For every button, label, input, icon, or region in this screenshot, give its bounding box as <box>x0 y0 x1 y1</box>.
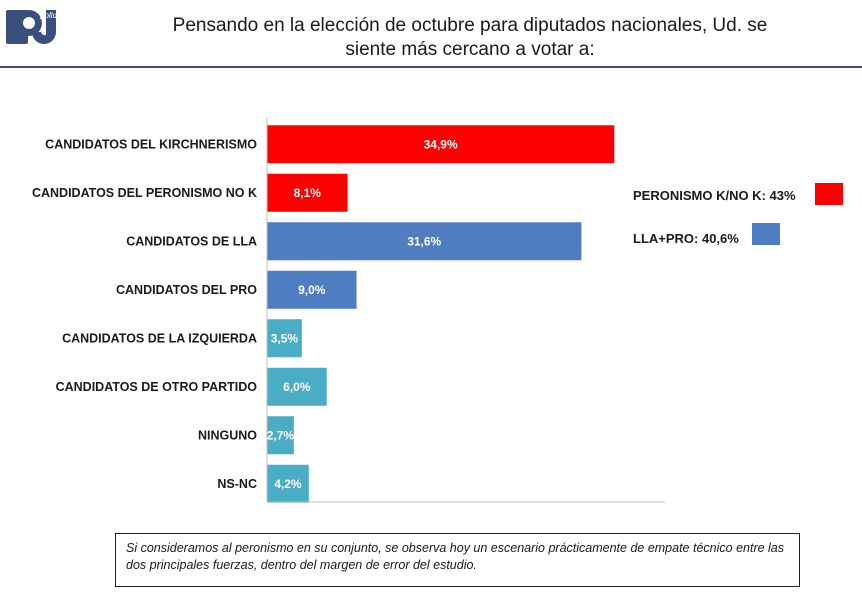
bar <box>267 270 357 309</box>
category-label: CANDIDATOS DE LA IZQUIERDA <box>62 331 257 345</box>
bar <box>267 125 615 164</box>
category-label: CANDIDATOS DE OTRO PARTIDO <box>56 380 258 394</box>
logo-d-shape <box>32 10 56 44</box>
category-label: CANDIDATOS DEL PERONISMO NO K <box>32 186 257 200</box>
legend-swatch-lla-pro <box>752 223 780 245</box>
bars-layer: CANDIDATOS DEL KIRCHNERISMO 34,9% CANDIDAT… <box>32 125 615 503</box>
bar <box>267 416 294 455</box>
bar-value-label: 34,9% <box>424 137 458 151</box>
bar-value-label: 2,7% <box>267 428 295 442</box>
title-line-2: siente más cercano a votar a: <box>345 39 595 60</box>
logo-text: polldata <box>39 11 69 20</box>
title-line-1: Pensando en la elección de octubre para … <box>172 15 768 36</box>
legend-label-lla-pro: LLA+PRO: 40,6% <box>633 231 739 246</box>
category-label: NINGUNO <box>198 428 257 442</box>
bar <box>267 367 327 406</box>
bar <box>267 319 302 358</box>
bar <box>267 222 582 261</box>
polldata-logo: polldata <box>6 10 69 44</box>
title-divider <box>0 66 862 68</box>
category-label: CANDIDATOS DEL KIRCHNERISMO <box>45 137 257 151</box>
bar-value-label: 3,5% <box>271 331 299 345</box>
legend-label-peronismo: PERONISMO K/NO K: 43% <box>633 188 796 203</box>
category-label: NS-NC <box>217 477 257 491</box>
bar-value-label: 31,6% <box>407 234 441 248</box>
bar-value-label: 9,0% <box>298 283 326 297</box>
bar <box>267 173 348 212</box>
bar <box>267 464 309 503</box>
category-label: CANDIDATOS DEL PRO <box>116 283 257 297</box>
bar-chart: CANDIDATOS DEL KIRCHNERISMO 34,9% CANDIDAT… <box>32 118 665 503</box>
legend-swatch-peronismo <box>815 183 843 205</box>
bar-value-label: 6,0% <box>283 380 311 394</box>
category-label: CANDIDATOS DE LLA <box>126 234 257 248</box>
page-title: Pensando en la elección de octubre para … <box>130 14 810 62</box>
footnote-box: Si consideramos al peronismo en su conju… <box>115 533 800 587</box>
logo-p-hole <box>23 17 35 29</box>
bar-value-label: 4,2% <box>274 477 302 491</box>
bar-value-label: 8,1% <box>294 186 322 200</box>
